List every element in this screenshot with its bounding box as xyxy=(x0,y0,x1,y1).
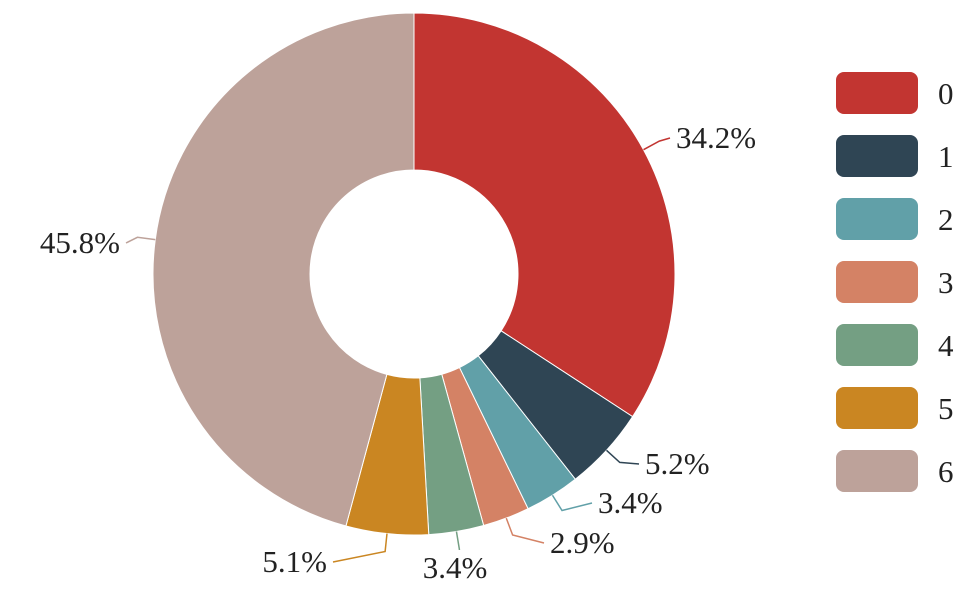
legend-label-1: 1 xyxy=(938,139,954,174)
legend-item-2[interactable]: 2 xyxy=(836,198,954,240)
legend-item-0[interactable]: 0 xyxy=(836,72,954,114)
slices-group xyxy=(152,12,676,536)
leader-line-5 xyxy=(332,533,388,563)
legend-item-4[interactable]: 4 xyxy=(836,324,954,366)
leader-lines-group xyxy=(125,137,671,563)
legend-swatch-1 xyxy=(836,135,918,177)
data-label-2: 3.4% xyxy=(598,485,663,520)
leader-line-6 xyxy=(125,236,156,244)
data-label-0: 34.2% xyxy=(676,120,756,155)
data-label-4: 3.4% xyxy=(423,550,488,585)
legend-label-0: 0 xyxy=(938,76,954,111)
data-label-6: 45.8% xyxy=(40,225,120,260)
leader-line-1 xyxy=(605,449,640,465)
data-label-1: 5.2% xyxy=(645,446,710,481)
leader-line-2 xyxy=(551,494,593,512)
legend-item-5[interactable]: 5 xyxy=(836,387,954,429)
legend-label-6: 6 xyxy=(938,454,954,489)
legend-swatch-2 xyxy=(836,198,918,240)
legend-swatch-6 xyxy=(836,450,918,492)
legend-label-2: 2 xyxy=(938,202,954,237)
slice-0 xyxy=(413,12,676,418)
leader-line-0 xyxy=(643,137,671,151)
data-labels-group: 34.2% 5.2% 3.4% 2.9% 3.4% 5.1% 45.8% xyxy=(40,120,756,585)
legend-label-3: 3 xyxy=(938,265,954,300)
leader-line-3 xyxy=(505,517,545,544)
legend-swatch-4 xyxy=(836,324,918,366)
legend-swatch-0 xyxy=(836,72,918,114)
legend-label-5: 5 xyxy=(938,391,954,426)
data-label-5: 5.1% xyxy=(262,544,327,579)
legend-item-3[interactable]: 3 xyxy=(836,261,954,303)
legend-item-1[interactable]: 1 xyxy=(836,135,954,177)
slice-6 xyxy=(152,12,415,527)
leader-line-4 xyxy=(455,531,461,550)
legend-swatch-5 xyxy=(836,387,918,429)
legend-label-4: 4 xyxy=(938,328,954,363)
legend-swatch-3 xyxy=(836,261,918,303)
data-label-3: 2.9% xyxy=(550,525,615,560)
legend-item-6[interactable]: 6 xyxy=(836,450,954,492)
legend: 0 1 2 3 4 5 6 xyxy=(836,72,954,492)
